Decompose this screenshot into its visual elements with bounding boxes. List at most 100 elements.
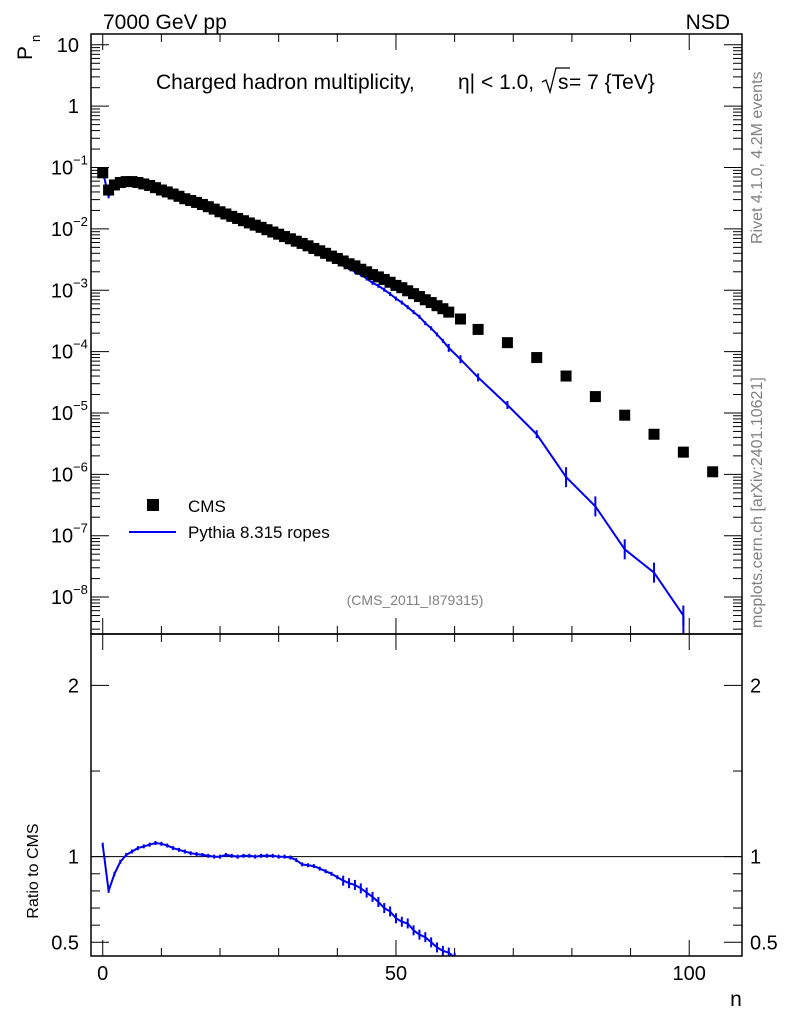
- cms-point: [431, 300, 443, 312]
- y-tick-label: 10: [51, 464, 73, 486]
- cms-point: [185, 195, 197, 207]
- svg-text:s: s: [558, 71, 569, 94]
- cms-point: [501, 337, 513, 349]
- analysis-tag: (CMS_2011_I879315): [347, 592, 484, 608]
- cms-point: [707, 466, 719, 478]
- cms-point: [208, 203, 220, 215]
- cms-point: [367, 269, 379, 281]
- cms-point: [425, 297, 437, 309]
- cms-point: [126, 176, 138, 188]
- cms-point: [648, 428, 660, 440]
- cms-point: [138, 178, 150, 190]
- cms-point: [202, 201, 214, 213]
- y-tick-label: 10: [51, 219, 73, 241]
- legend-pythia-label: Pythia 8.315 ropes: [188, 523, 330, 542]
- svg-text:= 7 {TeV}: = 7 {TeV}: [569, 71, 655, 94]
- y-tick-exponent: −6: [73, 459, 88, 474]
- cms-point: [677, 446, 689, 458]
- y-tick-label: 10: [57, 35, 79, 57]
- cms-point: [331, 252, 343, 264]
- x-tick-label: 100: [673, 963, 706, 985]
- svg-text:P: P: [14, 46, 37, 60]
- cms-point: [343, 258, 355, 270]
- y-tick-label: 10: [51, 526, 73, 548]
- cms-point: [378, 273, 390, 285]
- y-tick-exponent: −3: [73, 275, 88, 290]
- cms-point: [150, 182, 162, 194]
- cms-point: [196, 198, 208, 210]
- y-tick-label: 10: [51, 403, 73, 425]
- y-tick-exponent: −4: [73, 337, 88, 352]
- cms-point: [261, 224, 273, 236]
- cms-point: [472, 323, 484, 335]
- cms-point: [437, 303, 449, 315]
- x-axis-label: n: [730, 988, 742, 1011]
- y-tick-exponent: −5: [73, 398, 88, 413]
- cms-point: [103, 184, 115, 196]
- lower-y-tick-labels: 0.5 0.5 1 1 2 2: [51, 675, 778, 954]
- cms-point: [419, 294, 431, 306]
- cms-point: [243, 217, 255, 229]
- cms-point: [144, 179, 156, 191]
- cms-point: [273, 228, 285, 240]
- cms-point: [173, 190, 185, 202]
- cms-point: [237, 215, 249, 227]
- cms-point: [114, 177, 126, 189]
- ratio-y-tick-label-right: 2: [750, 675, 761, 697]
- cms-point: [396, 282, 408, 294]
- upper-plot-frame: [90, 33, 743, 635]
- cms-point: [589, 391, 601, 403]
- cms-point: [161, 186, 173, 198]
- ratio-series: [101, 840, 456, 956]
- cms-point: [167, 188, 179, 200]
- ratio-y-tick-label-left: 1: [68, 847, 79, 869]
- cms-point: [226, 210, 238, 222]
- cms-point: [337, 255, 349, 267]
- cms-point: [191, 196, 203, 208]
- ratio-line: [101, 841, 455, 956]
- legend-cms-marker: [147, 499, 159, 511]
- cms-point: [619, 409, 631, 421]
- cms-point: [232, 212, 244, 224]
- cms-point: [402, 285, 414, 297]
- upper-y-axis-label: P n: [14, 35, 43, 60]
- cms-point: [454, 313, 466, 325]
- y-tick-label: 10: [51, 342, 73, 364]
- header-energy-label: 7000 GeV pp: [103, 11, 227, 34]
- y-tick-exponent: −2: [73, 214, 88, 229]
- lower-y-axis-label: Ratio to CMS: [25, 823, 42, 918]
- cms-point: [108, 179, 120, 191]
- cms-series: [97, 167, 719, 478]
- x-tick-label: 0: [97, 963, 108, 985]
- y-tick-label: 1: [68, 96, 79, 118]
- cms-point: [314, 245, 326, 257]
- ratio-plot: 0.5 0.5 1 1 2 2 0 50 100: [51, 633, 778, 985]
- cms-point: [390, 279, 402, 291]
- svg-text:Charged hadron multiplicity,: Charged hadron multiplicity,: [156, 71, 415, 94]
- ratio-y-tick-label-right: 0.5: [750, 932, 778, 954]
- cms-point: [249, 219, 261, 231]
- cms-point: [361, 266, 373, 278]
- upper-axis-ticks: [91, 34, 742, 956]
- cms-point: [325, 250, 337, 262]
- y-tick-exponent: −1: [73, 153, 88, 168]
- cms-point: [408, 288, 420, 300]
- cms-point: [97, 167, 109, 179]
- cms-point: [372, 271, 384, 283]
- cms-point: [290, 235, 302, 247]
- cms-point: [296, 237, 308, 249]
- cms-point: [384, 276, 396, 288]
- mcplots-credit-label: mcplots.cern.ch [arXiv:2401.10621]: [749, 377, 766, 628]
- cms-point: [120, 176, 132, 188]
- cms-point: [320, 247, 332, 259]
- y-tick-label: 10: [51, 587, 73, 609]
- cms-point: [214, 206, 226, 218]
- y-tick-exponent: −8: [73, 582, 88, 597]
- y-tick-exponent: −7: [73, 521, 88, 536]
- cms-point: [443, 306, 455, 318]
- cms-point: [308, 242, 320, 254]
- lower-plot-frame: [90, 633, 743, 957]
- pythia-line: [101, 170, 685, 634]
- cms-point: [267, 226, 279, 238]
